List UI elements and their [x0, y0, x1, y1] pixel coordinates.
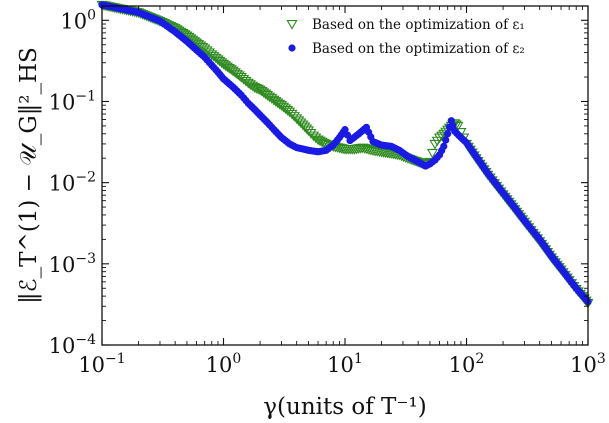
x-tick-label: 101 [327, 351, 363, 377]
data-point-eps2 [341, 126, 349, 134]
data-point-eps1 [436, 131, 448, 142]
data-point-eps1 [208, 52, 220, 62]
y-tick-label: 10−3 [49, 251, 96, 277]
legend: Based on the optimization of ε₁ Based on … [286, 17, 525, 57]
data-point-eps1 [275, 101, 288, 111]
data-point-eps1 [206, 50, 218, 61]
data-point-eps1 [210, 53, 222, 64]
legend-marker-eps2 [288, 44, 296, 52]
y-tick-label: 10−1 [49, 88, 96, 114]
data-point-eps1 [229, 68, 241, 78]
x-tick-label: 100 [206, 351, 242, 377]
x-tick-label: 102 [449, 351, 485, 377]
y-axis-title: ‖ℰ_T^(1) − 𝒰_G‖²_HS [16, 47, 42, 304]
y-tick-label: 10−2 [49, 170, 96, 196]
axis-titles: γ(units of T⁻¹) ‖ℰ_T^(1) − 𝒰_G‖²_HS [16, 47, 427, 420]
data-point-eps1 [426, 148, 438, 159]
x-tick-label: 10−1 [78, 351, 125, 377]
y-tick-label: 100 [60, 7, 96, 33]
x-axis-title: γ(units of T⁻¹) [263, 394, 426, 420]
y-tick-label: 10−4 [49, 332, 96, 358]
data-point-eps2 [442, 136, 450, 144]
data-point-eps1 [279, 104, 292, 115]
data-point-eps1 [227, 66, 239, 77]
data-point-eps1 [195, 41, 207, 52]
legend-label-eps1: Based on the optimization of ε₁ [312, 17, 525, 33]
data-point-eps1 [261, 91, 273, 101]
data-point-eps2 [440, 142, 448, 150]
legend-marker-eps1 [286, 19, 298, 30]
axis-ticks: 10−1 100 101 102 103 10−4 10−3 10−2 10−1 100 [49, 6, 606, 377]
legend-label-eps2: Based on the optimization of ε₂ [312, 41, 525, 57]
data-point-eps1 [277, 102, 290, 113]
data-point-eps2 [444, 130, 452, 138]
data-point-eps1 [231, 69, 243, 80]
data-point-eps1 [240, 76, 252, 87]
data-point-eps1 [197, 43, 209, 53]
data-point-eps1 [302, 126, 314, 137]
x-tick-label: 103 [570, 351, 606, 377]
data-point-eps1 [433, 133, 446, 144]
